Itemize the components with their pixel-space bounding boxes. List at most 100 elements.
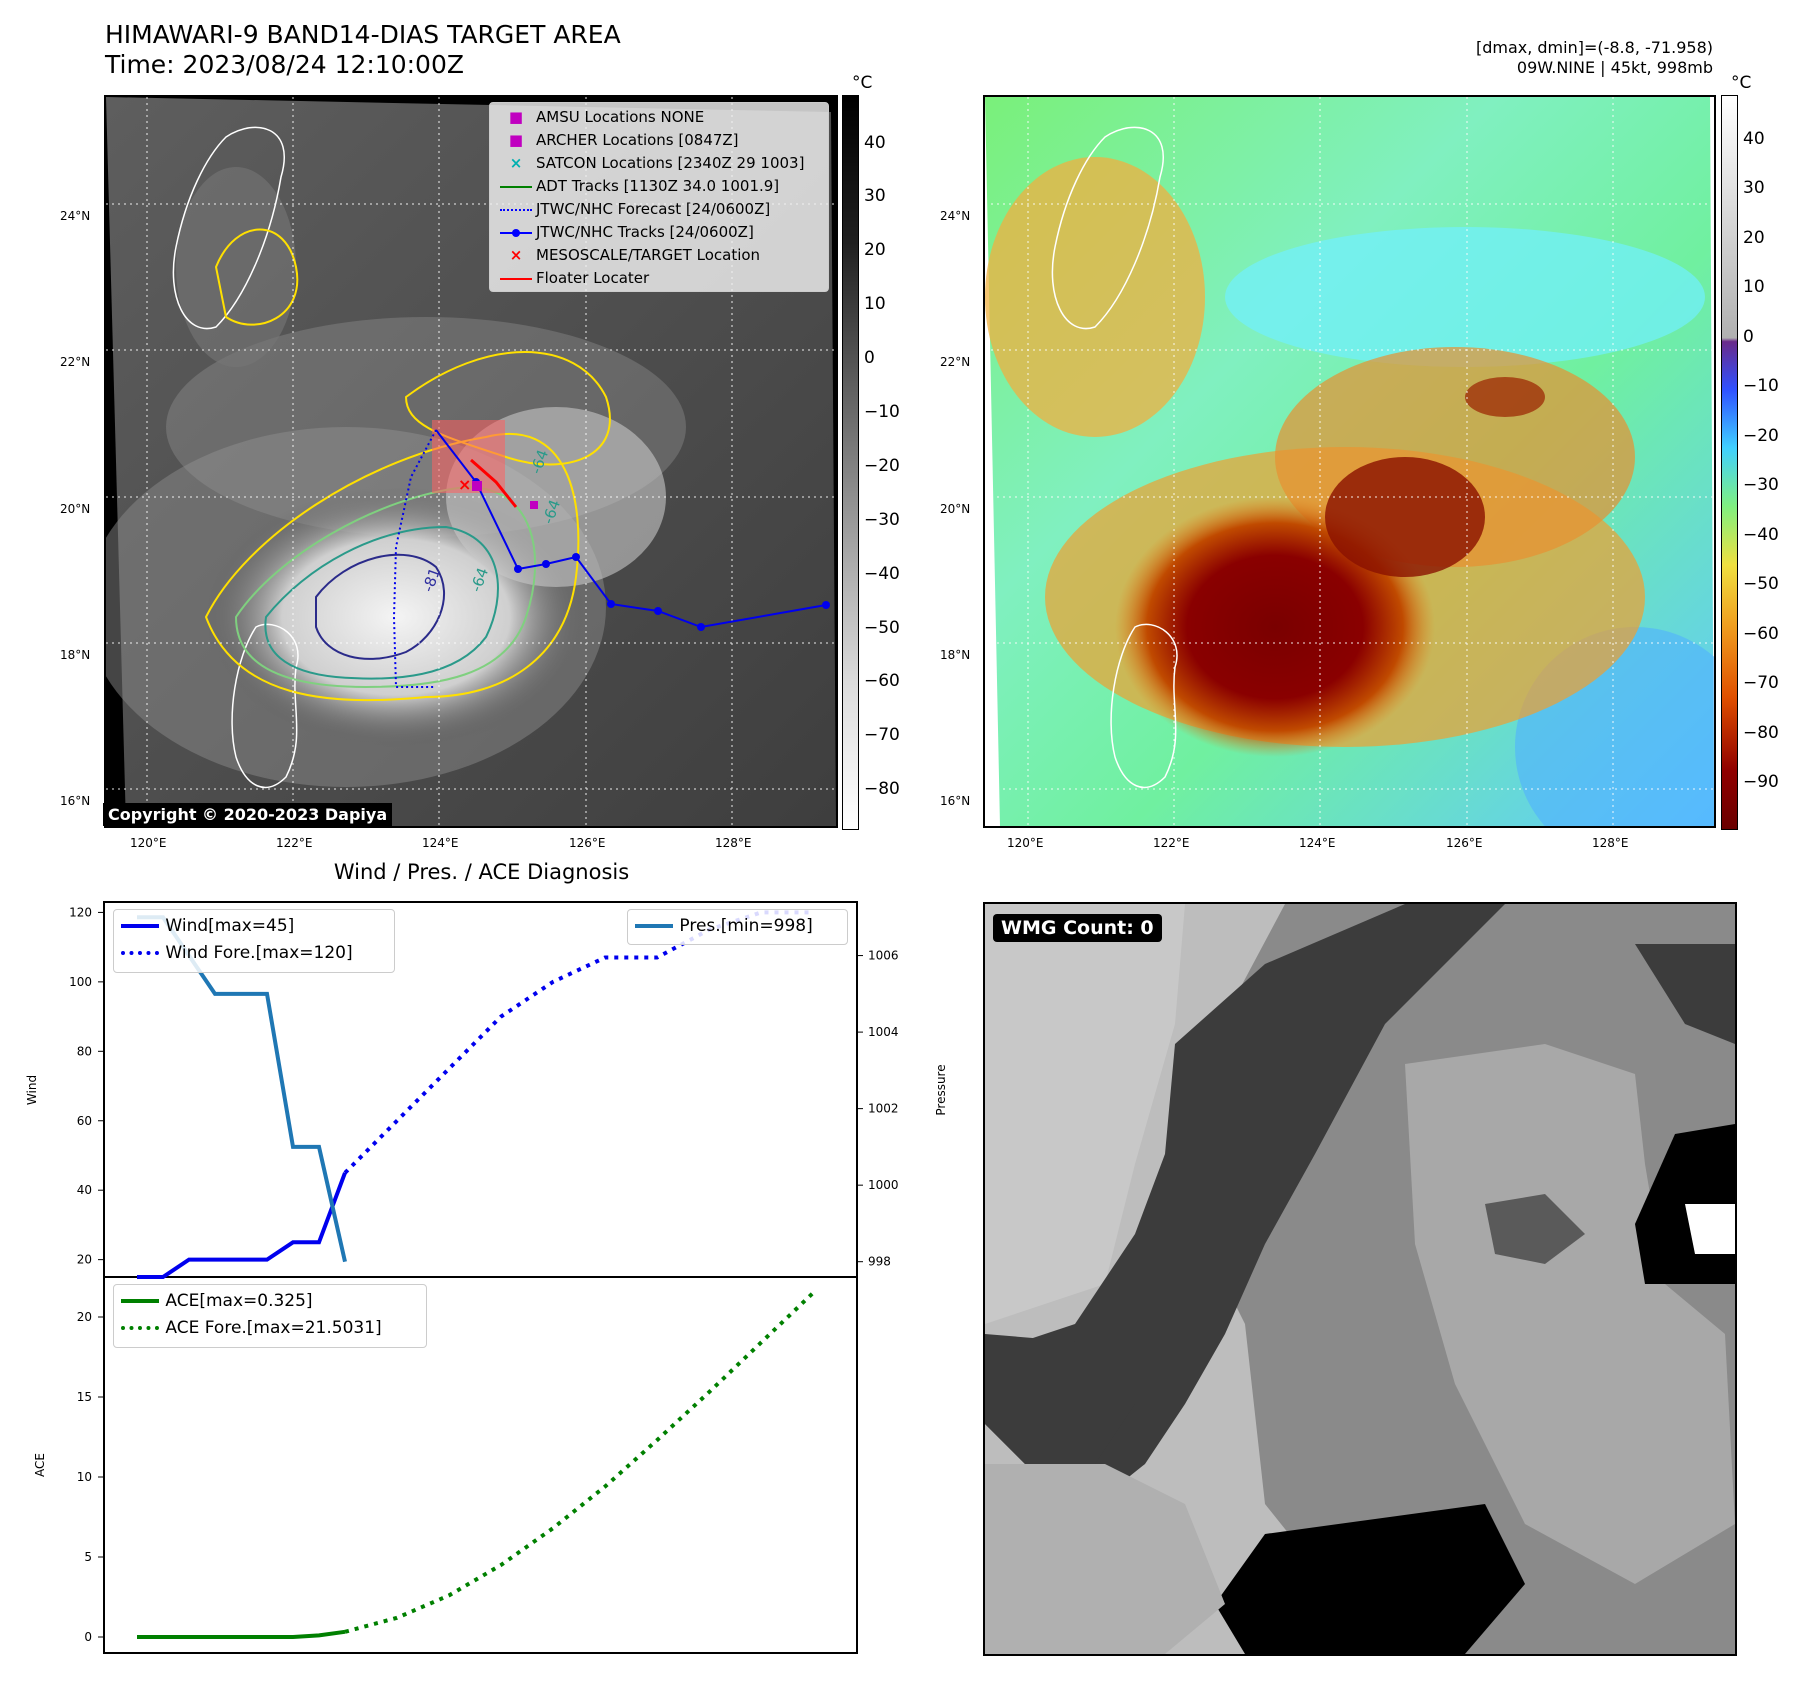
gray-colorbar [842, 95, 859, 830]
colorbar-tick: −70 [864, 725, 900, 746]
ace-y-tick-label: 0 [84, 1630, 92, 1644]
colorbar-tick: 0 [864, 348, 875, 369]
lat-label: 16°N [60, 794, 91, 808]
steel-line-icon [634, 916, 674, 936]
wmg-count-badge: WMG Count: 0 [993, 914, 1162, 942]
enhanced-map-panel [983, 95, 1716, 828]
colorbar-tick: −60 [1743, 623, 1779, 644]
ace-line-0 [137, 1629, 346, 1639]
colorbar-tick: 0 [1743, 326, 1754, 347]
dotted-line-icon [496, 199, 536, 219]
lat-label: 20°N [940, 502, 971, 516]
legend-item: ACE[max=0.325] [120, 1291, 313, 1311]
colorbar-tick: 40 [1743, 128, 1765, 149]
colorbar-tick: −50 [864, 617, 900, 638]
lon-label: 128°E [1592, 836, 1629, 850]
series-line-0 [137, 1172, 347, 1279]
square-marker-icon: ■ [508, 131, 524, 149]
legend-item: ■ ARCHER Locations [0847Z] [496, 130, 739, 150]
legend-item: × MESOSCALE/TARGET Location [496, 245, 760, 265]
ace-y-tick-label: 20 [77, 1310, 92, 1324]
lat-label: 18°N [940, 648, 971, 662]
lon-label: 122°E [276, 836, 313, 850]
legend-item: Floater Locater [496, 268, 649, 288]
lon-label: 126°E [1446, 836, 1483, 850]
y2-tick-label: 1004 [868, 1025, 899, 1039]
legend-item: × SATCON Locations [2340Z 29 1003] [496, 153, 805, 173]
lat-label: 18°N [60, 648, 91, 662]
colorbar-tick: −70 [1743, 673, 1779, 694]
y-tick-label: 120 [69, 905, 92, 919]
dminmax-text: [dmax, dmin]=(-8.8, -71.958) [1475, 38, 1713, 57]
lon-label: 120°E [1007, 836, 1044, 850]
series-line-1 [343, 910, 813, 1175]
lon-label: 128°E [715, 836, 752, 850]
ace-line-1 [344, 1291, 815, 1634]
ace-y-tick-label: 15 [77, 1390, 92, 1404]
colorbar-tick: 30 [864, 186, 886, 207]
lat-label: 24°N [60, 209, 91, 223]
cross-marker-icon: × [509, 246, 523, 264]
y2-tick-label: 1000 [868, 1178, 899, 1192]
cross-marker-icon: × [509, 154, 523, 172]
legend-item: JTWC/NHC Tracks [24/0600Z] [496, 222, 754, 242]
colorbar-tick: −20 [1743, 425, 1779, 446]
lon-label: 124°E [1299, 836, 1336, 850]
colorbar-unit: °C [852, 73, 873, 93]
y-tick-label: 100 [69, 975, 92, 989]
colorbar-tick: −30 [864, 509, 900, 530]
wind-axis-label: Wind [25, 1075, 39, 1105]
lon-label: 122°E [1153, 836, 1190, 850]
pressure-axis-label: Pressure [934, 1064, 948, 1115]
ace-y-tick-label: 10 [77, 1470, 92, 1484]
colorbar-tick: 20 [1743, 227, 1765, 248]
colorbar-tick: 10 [1743, 277, 1765, 298]
colorbar-unit: °C [1731, 73, 1752, 93]
map-legend: ■ AMSU Locations NONE ■ ARCHER Locations [… [489, 102, 829, 292]
diagnosis-title: Wind / Pres. / ACE Diagnosis [333, 860, 630, 884]
y2-tick-label: 1006 [868, 949, 899, 963]
y2-tick-label: 1002 [868, 1102, 899, 1116]
y2-tick-label: 998 [868, 1255, 891, 1269]
y-tick-label: 20 [77, 1253, 92, 1267]
legend-item: ADT Tracks [1130Z 34.0 1001.9] [496, 176, 779, 196]
lon-label: 120°E [130, 836, 167, 850]
colorbar-tick: −10 [1743, 376, 1779, 397]
colorbar-tick: −90 [1743, 772, 1779, 793]
colorbar-tick: −80 [1743, 722, 1779, 743]
square-marker-icon: ■ [508, 108, 524, 126]
colorbar-tick: −30 [1743, 475, 1779, 496]
legend-item: Pres.[min=998] [634, 916, 813, 936]
wmg-image [985, 904, 1735, 1654]
storm-text: 09W.NINE | 45kt, 998mb [1516, 58, 1713, 77]
y-tick-label: 80 [77, 1044, 92, 1058]
lat-label: 16°N [940, 794, 971, 808]
legend-item: ACE Fore.[max=21.5031] [120, 1318, 382, 1338]
wind-legend: Wind[max=45] Wind Fore.[max=120] [113, 909, 395, 973]
copyright-badge: Copyright © 2020-2023 Dapiya [103, 803, 393, 826]
green-line-icon [120, 1291, 160, 1311]
blue-dotted-icon [120, 943, 160, 963]
enhanced-map-image [985, 97, 1714, 826]
dot-line-icon [496, 222, 536, 242]
lat-label: 24°N [940, 209, 971, 223]
colorbar-tick: 30 [1743, 178, 1765, 199]
ace-y-tick-label: 5 [84, 1550, 92, 1564]
color-colorbar [1721, 95, 1738, 830]
red-line-icon [496, 268, 536, 288]
colorbar-tick: −20 [864, 455, 900, 476]
target-marker-icon: × [458, 475, 471, 494]
y-tick-label: 60 [77, 1114, 92, 1128]
colorbar-tick: 10 [864, 294, 886, 315]
pressure-legend: Pres.[min=998] [627, 909, 848, 945]
y-tick-label: 40 [77, 1183, 92, 1197]
green-dotted-icon [120, 1318, 160, 1338]
lat-label: 20°N [60, 502, 91, 516]
colorbar-tick: −40 [864, 563, 900, 584]
blue-line-icon [120, 916, 160, 936]
green-line-icon [496, 176, 536, 196]
figure-title: HIMAWARI-9 BAND14-DIAS TARGET AREA Time:… [105, 20, 621, 80]
legend-item: Wind[max=45] [120, 916, 294, 936]
